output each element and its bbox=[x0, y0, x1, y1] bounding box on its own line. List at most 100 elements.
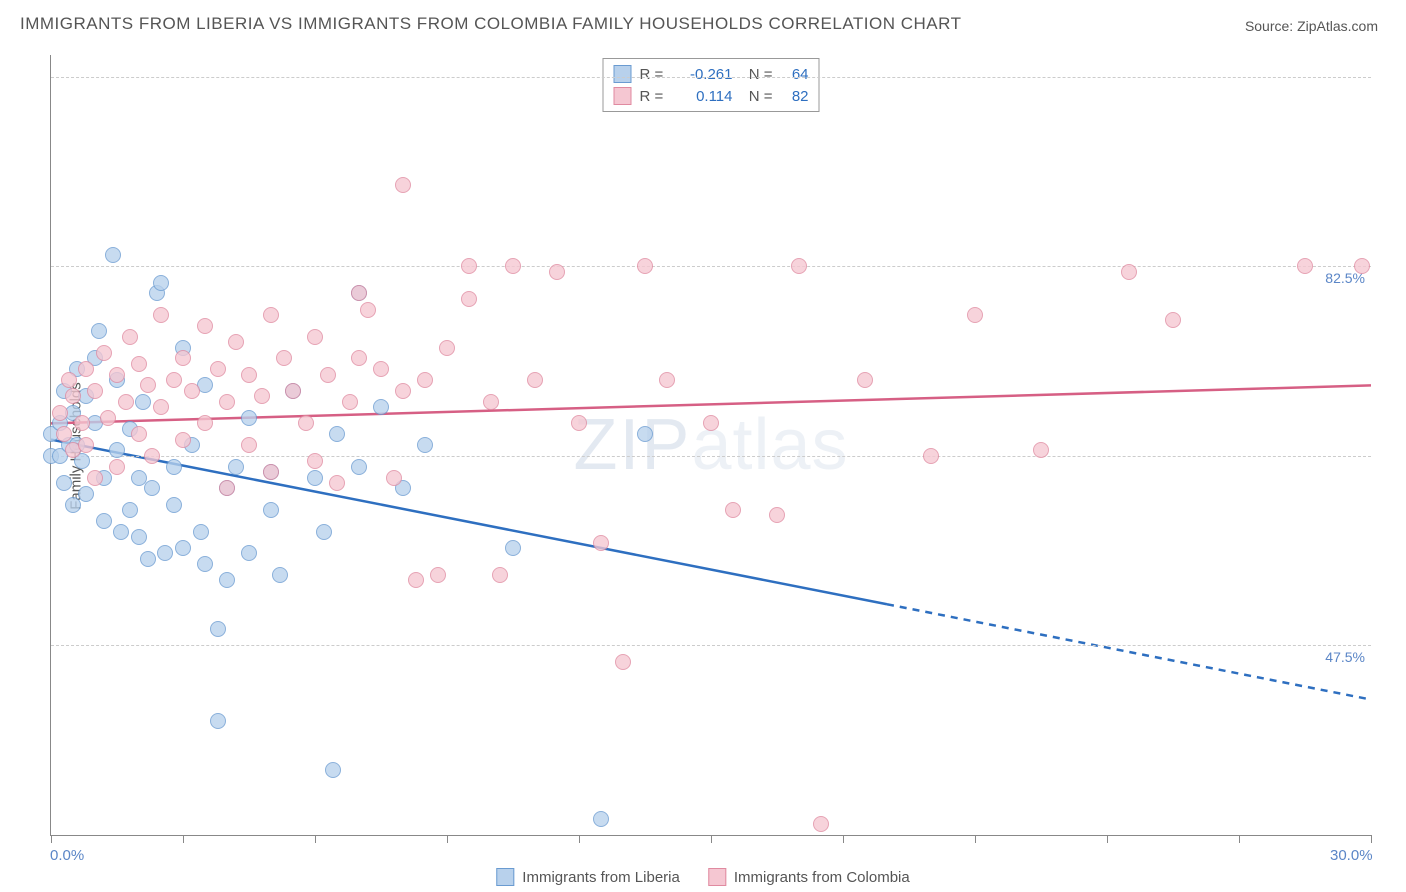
data-point bbox=[184, 383, 200, 399]
data-point bbox=[131, 529, 147, 545]
data-point bbox=[135, 394, 151, 410]
data-point bbox=[210, 361, 226, 377]
data-point bbox=[505, 540, 521, 556]
data-point bbox=[175, 540, 191, 556]
r-label: R = bbox=[640, 88, 670, 105]
data-point bbox=[439, 340, 455, 356]
x-tick-label: 0.0% bbox=[50, 847, 84, 864]
r-label: R = bbox=[640, 66, 670, 83]
data-point bbox=[417, 372, 433, 388]
data-point bbox=[1121, 264, 1137, 280]
data-point bbox=[228, 459, 244, 475]
data-point bbox=[307, 453, 323, 469]
x-tick bbox=[183, 835, 184, 843]
x-tick bbox=[1239, 835, 1240, 843]
x-tick bbox=[579, 835, 580, 843]
x-tick bbox=[447, 835, 448, 843]
gridline bbox=[51, 77, 1371, 78]
data-point bbox=[527, 372, 543, 388]
data-point bbox=[109, 459, 125, 475]
data-point bbox=[351, 350, 367, 366]
data-point bbox=[197, 415, 213, 431]
data-point bbox=[241, 545, 257, 561]
data-point bbox=[492, 567, 508, 583]
data-point bbox=[210, 621, 226, 637]
data-point bbox=[166, 459, 182, 475]
data-point bbox=[52, 405, 68, 421]
x-tick bbox=[1371, 835, 1372, 843]
gridline bbox=[51, 456, 1371, 457]
correlation-row: R =-0.261N =64 bbox=[614, 63, 809, 85]
data-point bbox=[659, 372, 675, 388]
x-tick bbox=[711, 835, 712, 843]
data-point bbox=[637, 426, 653, 442]
chart-title: IMMIGRANTS FROM LIBERIA VS IMMIGRANTS FR… bbox=[20, 14, 961, 34]
data-point bbox=[923, 448, 939, 464]
data-point bbox=[87, 383, 103, 399]
x-tick bbox=[975, 835, 976, 843]
n-value: 64 bbox=[781, 66, 809, 83]
data-point bbox=[263, 464, 279, 480]
data-point bbox=[307, 470, 323, 486]
data-point bbox=[325, 762, 341, 778]
legend-label: Immigrants from Colombia bbox=[734, 869, 910, 886]
data-point bbox=[153, 275, 169, 291]
data-point bbox=[166, 372, 182, 388]
data-point bbox=[285, 383, 301, 399]
data-point bbox=[461, 258, 477, 274]
data-point bbox=[857, 372, 873, 388]
data-point bbox=[157, 545, 173, 561]
data-point bbox=[197, 318, 213, 334]
data-point bbox=[219, 480, 235, 496]
data-point bbox=[78, 486, 94, 502]
legend-swatch bbox=[708, 868, 726, 886]
data-point bbox=[351, 459, 367, 475]
trend-line-dashed bbox=[887, 604, 1371, 699]
data-point bbox=[1165, 312, 1181, 328]
data-point bbox=[175, 432, 191, 448]
data-point bbox=[549, 264, 565, 280]
legend-item: Immigrants from Liberia bbox=[496, 868, 680, 886]
data-point bbox=[241, 367, 257, 383]
data-point bbox=[360, 302, 376, 318]
data-point bbox=[351, 285, 367, 301]
data-point bbox=[153, 307, 169, 323]
data-point bbox=[703, 415, 719, 431]
data-point bbox=[272, 567, 288, 583]
data-point bbox=[769, 507, 785, 523]
data-point bbox=[140, 551, 156, 567]
data-point bbox=[74, 415, 90, 431]
data-point bbox=[219, 572, 235, 588]
data-point bbox=[78, 437, 94, 453]
data-point bbox=[637, 258, 653, 274]
data-point bbox=[241, 410, 257, 426]
data-point bbox=[193, 524, 209, 540]
x-tick bbox=[1107, 835, 1108, 843]
data-point bbox=[118, 394, 134, 410]
data-point bbox=[122, 502, 138, 518]
data-point bbox=[113, 524, 129, 540]
correlation-row: R =0.114N =82 bbox=[614, 85, 809, 107]
data-point bbox=[78, 361, 94, 377]
data-point bbox=[615, 654, 631, 670]
data-point bbox=[263, 502, 279, 518]
correlation-legend-box: R =-0.261N =64R =0.114N =82 bbox=[603, 58, 820, 112]
bottom-legend: Immigrants from Liberia Immigrants from C… bbox=[496, 868, 909, 886]
data-point bbox=[61, 372, 77, 388]
data-point bbox=[461, 291, 477, 307]
gridline bbox=[51, 645, 1371, 646]
data-point bbox=[395, 177, 411, 193]
data-point bbox=[140, 377, 156, 393]
r-value: 0.114 bbox=[678, 88, 733, 105]
data-point bbox=[96, 345, 112, 361]
data-point bbox=[109, 367, 125, 383]
data-point bbox=[417, 437, 433, 453]
data-point bbox=[373, 361, 389, 377]
data-point bbox=[967, 307, 983, 323]
chart-container: IMMIGRANTS FROM LIBERIA VS IMMIGRANTS FR… bbox=[0, 0, 1406, 892]
x-tick bbox=[51, 835, 52, 843]
data-point bbox=[65, 388, 81, 404]
plot-area: ZIPatlas R =-0.261N =64R =0.114N =82 47.… bbox=[50, 55, 1371, 836]
data-point bbox=[329, 426, 345, 442]
x-tick bbox=[315, 835, 316, 843]
